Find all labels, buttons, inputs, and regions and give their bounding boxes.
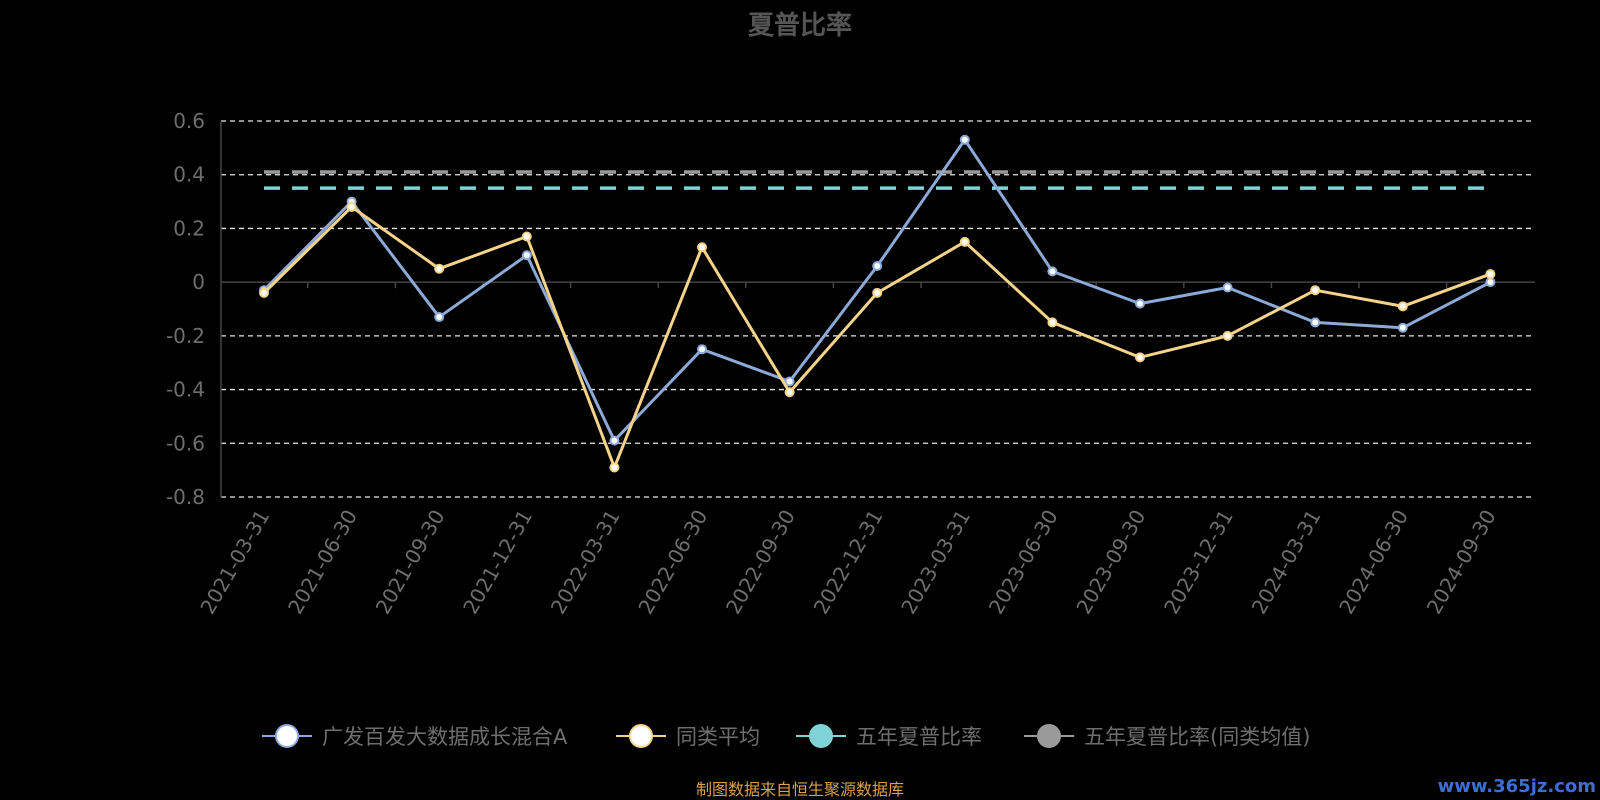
legend-item-4[interactable]: 五年夏普比率(同类均值) [1024, 724, 1310, 749]
series-2 [259, 201, 1496, 473]
data-point [1135, 352, 1145, 363]
data-point [1047, 317, 1058, 328]
legend-item-1[interactable]: 广发百发大数据成长混合A [262, 724, 568, 749]
data-source-note: 制图数据来自恒生聚源数据库 [696, 780, 904, 799]
data-point [434, 312, 445, 323]
x-tick-label: 2022-06-30 [633, 506, 712, 619]
x-tick-label: 2023-06-30 [984, 506, 1063, 619]
data-point [1485, 269, 1496, 280]
legend[interactable]: 广发百发大数据成长混合A 同类平均 五年夏普比率 五年夏普比率(同类均值) [262, 724, 1310, 749]
legend-label: 广发百发大数据成长混合A [322, 725, 568, 749]
x-tick-label: 2024-06-30 [1334, 506, 1413, 619]
watermark: www.365jz.com [1438, 776, 1596, 797]
legend-marker-icon [275, 724, 299, 748]
y-tick-label: 0.6 [173, 109, 205, 133]
x-tick-label: 2023-12-31 [1159, 506, 1238, 619]
legend-marker-icon [809, 724, 833, 748]
x-tick-label: 2022-09-30 [721, 506, 800, 619]
y-tick-label: -0.4 [166, 378, 205, 402]
legend-item-2[interactable]: 同类平均 [616, 724, 760, 749]
x-tick-label: 2024-03-31 [1247, 506, 1326, 619]
legend-label: 同类平均 [676, 725, 760, 749]
data-point [872, 287, 883, 298]
y-tick-label: 0 [192, 270, 205, 294]
series [259, 134, 1496, 473]
x-tick-label: 2021-06-30 [283, 506, 362, 619]
y-tick-label: -0.2 [166, 324, 205, 348]
x-tick-label: 2024-09-30 [1422, 506, 1501, 619]
legend-marker-icon [629, 724, 653, 748]
grid [221, 120, 1535, 498]
data-point [1047, 266, 1058, 277]
legend-label: 五年夏普比率(同类均值) [1084, 725, 1310, 749]
legend-item-3[interactable]: 五年夏普比率 [796, 724, 982, 749]
y-tick-label: -0.8 [166, 485, 205, 509]
data-point [784, 387, 795, 398]
legend-marker-icon [1037, 724, 1061, 748]
y-tick-label: 0.4 [173, 163, 205, 187]
data-point [1222, 330, 1233, 341]
x-tick-label: 2022-12-31 [809, 506, 888, 619]
data-point [1310, 317, 1321, 328]
series-line [262, 205, 1491, 469]
y-tick-label: -0.6 [166, 431, 205, 455]
data-point [1485, 277, 1496, 288]
data-point [434, 263, 445, 274]
data-point [697, 242, 707, 253]
data-point [1397, 322, 1408, 333]
data-point [959, 236, 970, 247]
data-point [697, 344, 707, 355]
data-point [1135, 298, 1145, 309]
data-point [1397, 301, 1408, 312]
data-point [609, 462, 620, 473]
data-point [1222, 282, 1233, 293]
x-tick-label: 2023-03-31 [896, 506, 975, 619]
data-point [1310, 285, 1321, 296]
data-point [521, 231, 532, 242]
x-tick-label: 2021-09-30 [371, 506, 450, 619]
x-tick-label: 2023-09-30 [1071, 506, 1150, 619]
data-point [609, 435, 620, 446]
data-point [521, 250, 532, 261]
data-point [959, 134, 970, 145]
x-tick-label: 2021-12-31 [458, 506, 537, 619]
chart-title: 夏普比率 [748, 10, 852, 41]
x-tick-label: 2021-03-31 [195, 506, 274, 619]
data-point [259, 287, 269, 298]
data-point [346, 201, 357, 212]
data-point [872, 261, 883, 272]
x-tick-label: 2022-03-31 [546, 506, 625, 619]
y-tick-label: 0.2 [173, 216, 205, 240]
data-point [784, 376, 795, 387]
legend-label: 五年夏普比率 [856, 725, 982, 749]
